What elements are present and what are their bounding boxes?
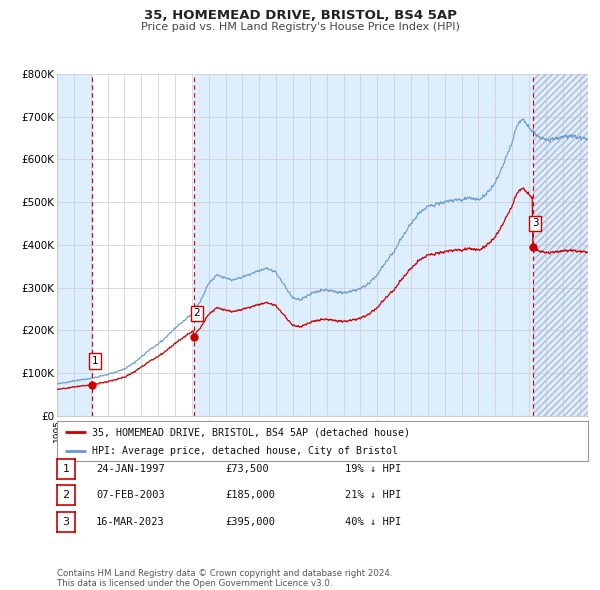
Text: 19% ↓ HPI: 19% ↓ HPI [345,464,401,474]
Bar [194,74,533,416]
Text: 35, HOMEMEAD DRIVE, BRISTOL, BS4 5AP (detached house): 35, HOMEMEAD DRIVE, BRISTOL, BS4 5AP (de… [92,427,410,437]
Text: 35, HOMEMEAD DRIVE, BRISTOL, BS4 5AP: 35, HOMEMEAD DRIVE, BRISTOL, BS4 5AP [143,9,457,22]
Text: 2: 2 [62,490,70,500]
Text: 21% ↓ HPI: 21% ↓ HPI [345,490,401,500]
Bar [533,74,588,416]
Bar [533,74,588,416]
Text: 24-JAN-1997: 24-JAN-1997 [96,464,165,474]
Text: £73,500: £73,500 [225,464,269,474]
Text: Contains HM Land Registry data © Crown copyright and database right 2024.
This d: Contains HM Land Registry data © Crown c… [57,569,392,588]
Text: 07-FEB-2003: 07-FEB-2003 [96,490,165,500]
Text: 3: 3 [62,517,70,526]
Text: 40% ↓ HPI: 40% ↓ HPI [345,517,401,526]
Text: 1: 1 [92,356,98,366]
Bar [57,74,92,416]
Text: £185,000: £185,000 [225,490,275,500]
Text: 3: 3 [532,218,538,228]
Text: 16-MAR-2023: 16-MAR-2023 [96,517,165,526]
Text: 1: 1 [62,464,70,474]
Text: £395,000: £395,000 [225,517,275,526]
Text: HPI: Average price, detached house, City of Bristol: HPI: Average price, detached house, City… [92,445,398,455]
Text: Price paid vs. HM Land Registry's House Price Index (HPI): Price paid vs. HM Land Registry's House … [140,22,460,32]
Text: 2: 2 [194,309,200,318]
